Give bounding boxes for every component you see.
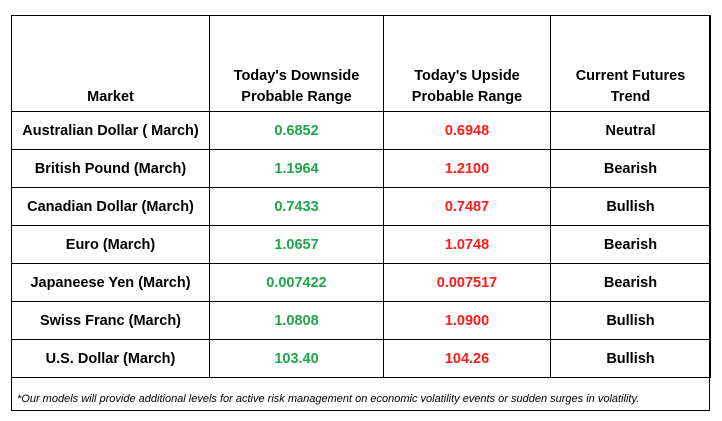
- market-cell: U.S. Dollar (March): [11, 339, 210, 378]
- upside-cell: 1.0748: [383, 225, 551, 264]
- header-market: Market: [11, 15, 210, 112]
- probable-range-table: Market Today's Downside Probable Range T…: [11, 15, 711, 378]
- header-upside-line1: Today's Upside: [414, 68, 520, 84]
- header-downside: Today's Downside Probable Range: [209, 15, 384, 112]
- trend-cell: Bearish: [550, 149, 711, 188]
- market-cell: Japaneese Yen (March): [11, 263, 210, 302]
- upside-cell: 0.6948: [383, 111, 551, 150]
- upside-cell: 1.0900: [383, 301, 551, 340]
- upside-cell: 1.2100: [383, 149, 551, 188]
- table-row: Australian Dollar ( March) 0.6852 0.6948…: [11, 111, 711, 150]
- trend-cell: Bullish: [550, 301, 711, 340]
- downside-cell: 103.40: [209, 339, 384, 378]
- downside-cell: 1.0657: [209, 225, 384, 264]
- table-row: Japaneese Yen (March) 0.007422 0.007517 …: [11, 263, 711, 302]
- trend-cell: Bullish: [550, 339, 711, 378]
- downside-cell: 0.7433: [209, 187, 384, 226]
- trend-cell: Bullish: [550, 187, 711, 226]
- downside-cell: 1.0808: [209, 301, 384, 340]
- trend-cell: Neutral: [550, 111, 711, 150]
- table-row: U.S. Dollar (March) 103.40 104.26 Bullis…: [11, 339, 711, 378]
- downside-cell: 0.007422: [209, 263, 384, 302]
- trend-cell: Bearish: [550, 225, 711, 264]
- market-cell: Euro (March): [11, 225, 210, 264]
- header-trend-line2: Trend: [610, 89, 651, 105]
- header-upside-line2: Probable Range: [411, 89, 523, 105]
- table-row: British Pound (March) 1.1964 1.2100 Bear…: [11, 149, 711, 188]
- header-market-label: Market: [87, 89, 134, 105]
- header-downside-line2: Probable Range: [241, 89, 352, 105]
- market-cell: Canadian Dollar (March): [11, 187, 210, 226]
- table-row: Canadian Dollar (March) 0.7433 0.7487 Bu…: [11, 187, 711, 226]
- trend-cell: Bearish: [550, 263, 711, 302]
- header-upside: Today's Upside Probable Range: [383, 15, 551, 112]
- header-trend-line1: Current Futures: [575, 68, 686, 84]
- upside-cell: 104.26: [383, 339, 551, 378]
- downside-cell: 1.1964: [209, 149, 384, 188]
- header-downside-line1: Today's Downside: [233, 68, 360, 84]
- market-cell: Swiss Franc (March): [11, 301, 210, 340]
- upside-cell: 0.007517: [383, 263, 551, 302]
- table-row: Swiss Franc (March) 1.0808 1.0900 Bullis…: [11, 301, 711, 340]
- market-cell: Australian Dollar ( March): [11, 111, 210, 150]
- upside-cell: 0.7487: [383, 187, 551, 226]
- downside-cell: 0.6852: [209, 111, 384, 150]
- header-trend: Current Futures Trend: [550, 15, 711, 112]
- table-row: Euro (March) 1.0657 1.0748 Bearish: [11, 225, 711, 264]
- market-cell: British Pound (March): [11, 149, 210, 188]
- footnote: *Our models will provide additional leve…: [17, 393, 640, 405]
